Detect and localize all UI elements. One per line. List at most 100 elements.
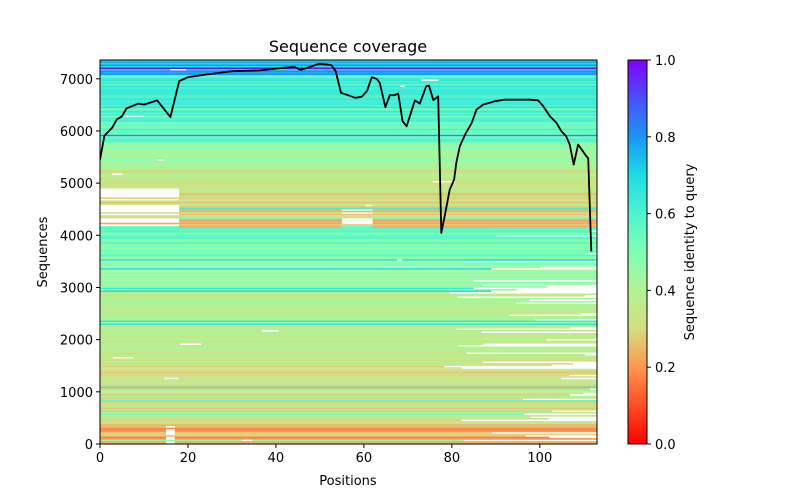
heatmap [100, 60, 597, 444]
heatmap-band [100, 167, 597, 189]
heatmap-row [100, 255, 597, 258]
heatmap-row [100, 231, 597, 234]
heatmap-row [100, 370, 597, 372]
heatmap-gap [170, 69, 187, 71]
heatmap-row [372, 221, 597, 223]
heatmap-row [174, 430, 597, 433]
heatmap-row [100, 133, 597, 135]
heatmap-row [179, 192, 597, 195]
heatmap-row [100, 433, 166, 436]
heatmap-row [100, 67, 597, 70]
heatmap-row [372, 222, 597, 225]
heatmap-row [100, 407, 597, 410]
heatmap-row [100, 151, 597, 154]
heatmap-row [100, 102, 597, 104]
heatmap-row [100, 363, 574, 365]
heatmap-row [100, 269, 597, 272]
heatmap-row [100, 286, 548, 288]
heatmap-row [174, 441, 597, 443]
heatmap-row [100, 436, 166, 439]
colorbar-tick-label: 0.6 [655, 208, 676, 223]
heatmap-row [100, 61, 597, 64]
heatmap-row [100, 105, 597, 107]
heatmap-row [100, 109, 597, 112]
heatmap-row [100, 398, 523, 401]
heatmap-row [174, 429, 597, 431]
heatmap-row [100, 284, 483, 287]
heatmap-row [100, 294, 585, 297]
heatmap-gap [122, 115, 145, 117]
heatmap-row [100, 439, 464, 442]
heatmap-row [372, 209, 597, 211]
heatmap-row [100, 325, 597, 328]
y-tick-label: 3000 [60, 281, 93, 296]
heatmap-row [100, 389, 597, 392]
heatmap-row [179, 210, 597, 213]
heatmap-row [100, 168, 597, 171]
heatmap-row [100, 371, 597, 374]
heatmap-row [100, 60, 597, 62]
heatmap-row [100, 114, 597, 116]
heatmap-row [100, 239, 597, 242]
heatmap-row [372, 225, 597, 228]
heatmap-row [100, 297, 597, 300]
heatmap-row [100, 265, 597, 267]
heatmap-row [100, 69, 597, 71]
heatmap-row [100, 144, 597, 146]
heatmap-row [174, 432, 492, 434]
heatmap-row [100, 73, 597, 76]
heatmap-row [100, 201, 597, 204]
heatmap-row [100, 268, 492, 270]
heatmap-row [100, 287, 474, 290]
heatmap-row [100, 174, 597, 177]
heatmap-row [100, 163, 597, 166]
heatmap-row [100, 185, 597, 188]
heatmap-row [100, 400, 597, 402]
heatmap-row [100, 349, 597, 352]
heatmap-row [100, 280, 474, 282]
heatmap-row [100, 249, 597, 252]
heatmap-row [179, 209, 342, 211]
heatmap-row [100, 134, 597, 137]
heatmap-row [100, 127, 597, 129]
heatmap-row [100, 150, 597, 152]
heatmap-row [179, 198, 597, 201]
heatmap-row [100, 170, 597, 173]
heatmap-row [100, 111, 597, 113]
heatmap-row [372, 219, 597, 222]
x-axis-label: Positions [319, 474, 377, 489]
heatmap-row [100, 64, 597, 67]
heatmap-gap [420, 79, 439, 82]
heatmap-band [100, 365, 597, 398]
heatmap-row [100, 409, 597, 411]
heatmap-band [100, 188, 597, 210]
heatmap-row [100, 66, 597, 68]
heatmap-gap [242, 439, 252, 442]
heatmap-row [100, 278, 597, 281]
heatmap-row [179, 207, 597, 210]
y-tick-label: 2000 [60, 334, 93, 349]
heatmap-row [100, 348, 597, 350]
heatmap-row [100, 296, 458, 299]
y-tick-label: 5000 [60, 177, 93, 192]
heatmap-row [100, 380, 597, 383]
heatmap-row [100, 176, 597, 179]
heatmap-gap [261, 330, 279, 332]
y-tick-label: 6000 [60, 125, 93, 140]
x-tick-label: 100 [527, 451, 552, 466]
heatmap-row [100, 274, 597, 276]
heatmap-row [100, 63, 597, 65]
heatmap-row [100, 401, 597, 404]
heatmap-row [100, 100, 597, 103]
colorbar-tick-label: 1.0 [655, 54, 676, 69]
coverage-line-group [100, 62, 593, 252]
heatmap-row [100, 216, 597, 219]
heatmap-row [100, 333, 597, 335]
heatmap-row [100, 318, 536, 321]
heatmap-row [100, 404, 597, 407]
heatmap-row [100, 418, 549, 420]
heatmap-row [100, 259, 597, 261]
heatmap-row [100, 300, 597, 303]
heatmap-row [100, 116, 597, 119]
